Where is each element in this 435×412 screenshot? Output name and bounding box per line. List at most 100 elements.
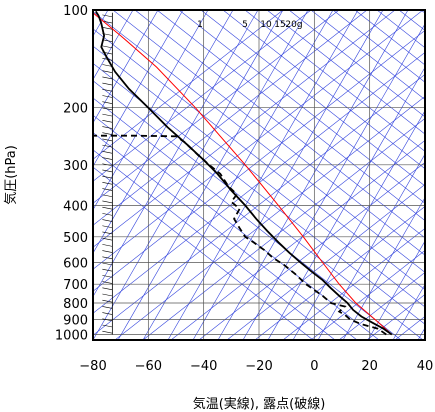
adiabat-line: [93, 45, 425, 308]
wind-barb: [102, 287, 113, 291]
mixing-ratio-labels: 1 5 10 15 20g: [197, 20, 302, 30]
adiabat-line: [93, 149, 336, 340]
wind-barb: [102, 231, 113, 235]
wind-barb: [102, 163, 113, 167]
wind-barb: [102, 244, 113, 247]
isotherm-line: [142, 10, 334, 340]
series-line-2: [93, 134, 387, 336]
isotherm-line: [367, 240, 425, 340]
adiabat-line: [93, 11, 425, 273]
x-tick-label: 20: [361, 359, 378, 374]
isotherm-line: [93, 10, 259, 298]
wind-barb: [102, 64, 113, 67]
wind-barb: [102, 299, 113, 303]
moist-adiabat-line: [254, 206, 425, 340]
y-tick-label: 800: [63, 297, 88, 312]
moist-adiabat-line: [93, 10, 396, 248]
wind-barb: [102, 26, 113, 30]
moist-adiabat-line: [394, 316, 425, 340]
wind-barb: [102, 256, 113, 260]
background-lines: [93, 10, 425, 340]
wind-barb: [102, 82, 113, 86]
moist-adiabat-line: [93, 10, 284, 160]
wind-barb: [102, 144, 113, 148]
x-tick-label: −60: [135, 359, 162, 374]
wind-barb: [102, 219, 113, 222]
wind-barb: [102, 101, 113, 105]
adiabat-line: [200, 10, 425, 187]
series-line-1: [95, 10, 393, 336]
plot-frame: [92, 9, 426, 341]
adiabat-line: [93, 63, 425, 325]
adiabat-line: [244, 10, 425, 152]
x-tick-label: −20: [245, 359, 272, 374]
mixing-ratio-label: 1: [197, 20, 203, 30]
moist-adiabat-line: [198, 162, 425, 340]
moist-adiabat-line: [114, 96, 425, 340]
wind-barb: [102, 113, 113, 117]
wind-barb: [102, 188, 113, 191]
x-axis: −80 −60 −40 −20 0 20 40: [79, 359, 433, 374]
isotherm-line: [167, 10, 359, 340]
moist-adiabat-line: [338, 272, 425, 340]
moist-adiabat-line: [93, 10, 312, 182]
y-tick-label: 900: [63, 314, 88, 329]
wind-barb: [102, 182, 113, 185]
y-tick-label: 200: [63, 102, 88, 117]
wind-barb: [102, 169, 113, 173]
moist-adiabat-line: [142, 118, 425, 340]
wind-barb: [102, 151, 113, 154]
moist-adiabat-line: [93, 10, 424, 270]
isotherm-line: [93, 10, 134, 81]
y-tick-label: 100: [63, 4, 88, 19]
moist-adiabat-line: [93, 74, 425, 336]
wind-barb: [102, 330, 113, 334]
adiabat-line: [112, 10, 425, 256]
mixing-ratio-label: 10: [260, 20, 272, 30]
wind-barb: [102, 138, 113, 142]
moist-adiabat-line: [226, 184, 425, 340]
wind-barb: [102, 157, 113, 160]
moist-adiabat-line: [170, 140, 425, 340]
y-axis-title: 気圧(hPa): [3, 145, 19, 205]
moist-adiabat-line: [93, 30, 425, 292]
adiabat-line: [93, 97, 402, 340]
adiabat-line: [376, 10, 425, 49]
wind-barb: [102, 175, 113, 179]
isotherm-line: [93, 10, 184, 167]
isotherm-line: [242, 23, 425, 340]
y-tick-label: 1000: [55, 328, 88, 343]
adiabat-line: [332, 10, 425, 83]
moist-adiabat-line: [282, 228, 425, 340]
x-tick-label: −80: [79, 359, 106, 374]
wind-barb: [102, 132, 113, 136]
y-tick-label: 300: [63, 159, 88, 174]
series-line-0: [93, 12, 393, 335]
wind-barb: [102, 262, 113, 266]
mixing-ratio-label: 15: [274, 20, 285, 30]
adiabat-line: [156, 10, 425, 221]
y-tick-label: 500: [63, 231, 88, 246]
moist-adiabat-line: [93, 52, 425, 314]
x-axis-title: 気温(実線), 露点(破線): [193, 396, 326, 412]
wind-barb: [102, 281, 113, 284]
wind-barb: [102, 89, 113, 92]
wind-barb: [102, 250, 113, 253]
wind-barb: [102, 39, 113, 42]
mixing-ratio-label: 20g: [285, 20, 302, 30]
wind-barb: [102, 268, 113, 272]
x-tick-label: 0: [310, 359, 318, 374]
isotherm-line: [93, 10, 209, 211]
adiabat-line: [93, 114, 380, 340]
y-tick-label: 700: [63, 278, 88, 293]
wind-barb: [102, 107, 113, 111]
adiabat-line: [93, 166, 314, 340]
y-tick-label: 600: [63, 256, 88, 271]
wind-barb: [102, 14, 113, 18]
isotherm-line: [392, 283, 425, 340]
wind-barb: [102, 306, 113, 309]
adiabat-line: [93, 132, 358, 340]
wind-barb: [102, 275, 113, 278]
